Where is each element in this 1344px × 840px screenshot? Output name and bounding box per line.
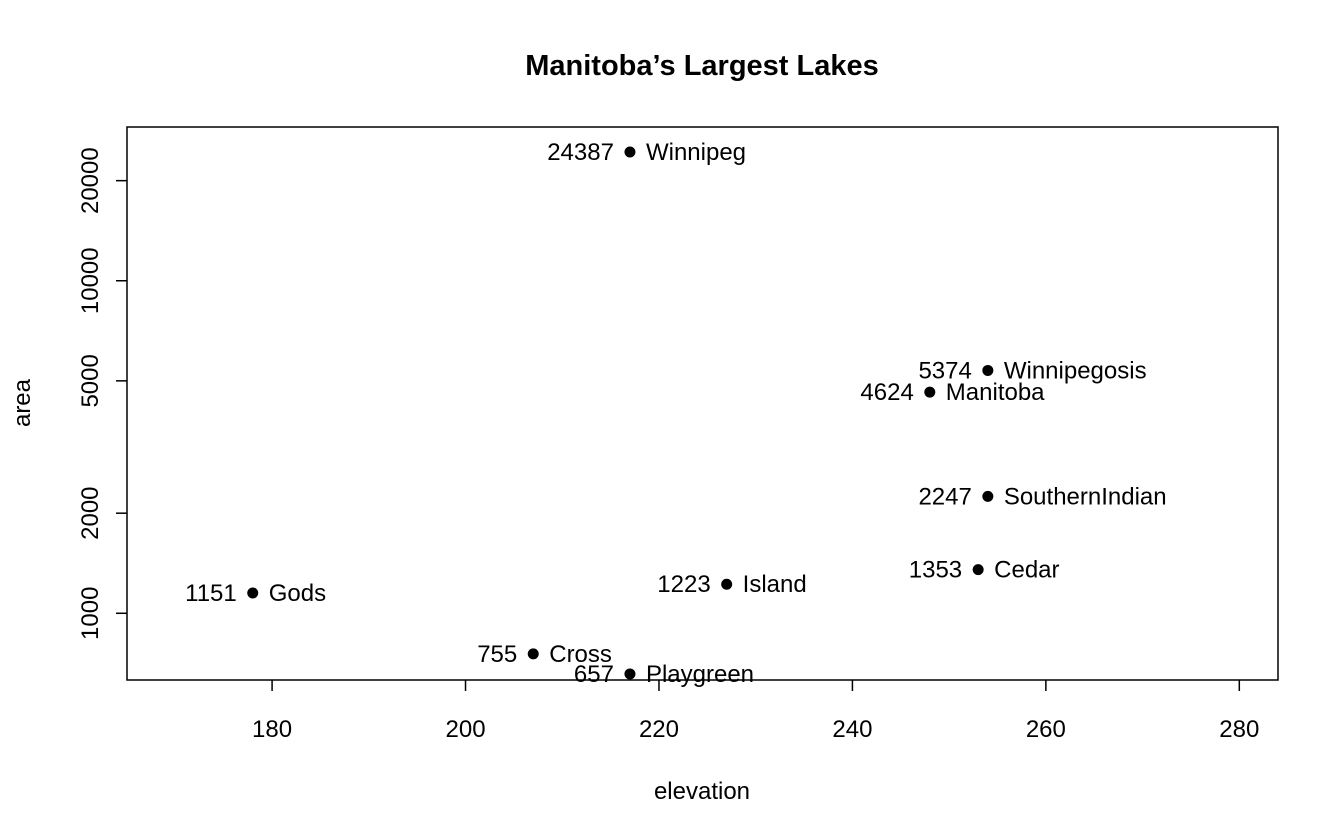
data-point-cedar [972,564,984,576]
y-axis: 1000 2000 5000 10000 20000 [77,147,127,640]
point-value-label: 755 [477,641,517,668]
data-point-manitoba [924,386,936,398]
point-value-label: 24387 [547,139,614,166]
y-tick-label: 1000 [77,587,104,640]
point-value-label: 657 [574,661,614,688]
data-point-cross [527,648,539,660]
x-axis-label: elevation [654,778,750,805]
chart-title: Manitoba’s Largest Lakes [525,50,878,82]
x-tick-label: 240 [832,716,872,743]
data-point-gods [247,587,259,599]
point-name-label: Cross [549,641,612,668]
point-value-label: 5374 [918,357,971,384]
x-tick-label: 280 [1219,716,1259,743]
point-value-label: 1223 [657,571,710,598]
x-tick-label: 180 [252,716,292,743]
plot-frame [126,126,1279,681]
data-point-playgreen [624,668,636,680]
point-value-label: 2247 [918,483,971,510]
y-tick-label: 2000 [77,486,104,539]
y-axis-label: area [9,378,36,427]
point-value-label: 1353 [909,557,962,584]
point-name-label: SouthernIndian [1004,483,1167,510]
x-axis: 180 200 220 240 260 280 [252,680,1259,743]
data-points: 24387 Winnipeg 5374 Winnipegosis 4624 Manitob… [185,139,1166,688]
point-name-label: Island [743,571,807,598]
point-name-label: Winnipeg [646,139,746,166]
point-name-label: Manitoba [946,379,1045,406]
x-tick-label: 260 [1026,716,1066,743]
data-point-winnipeg [624,146,636,158]
point-name-label: Gods [269,580,326,607]
data-point-southernindian [982,490,994,502]
point-name-label: Playgreen [646,661,754,688]
point-name-label: Winnipegosis [1004,357,1147,384]
y-tick-label: 20000 [77,147,104,214]
point-value-label: 4624 [860,379,913,406]
data-point-island [721,578,733,590]
x-tick-label: 200 [446,716,486,743]
point-value-label: 1151 [185,580,237,607]
x-tick-label: 220 [639,716,679,743]
y-tick-label: 10000 [77,247,104,314]
data-point-winnipegosis [982,364,994,376]
point-name-label: Cedar [994,557,1059,584]
y-tick-label: 5000 [77,354,104,407]
